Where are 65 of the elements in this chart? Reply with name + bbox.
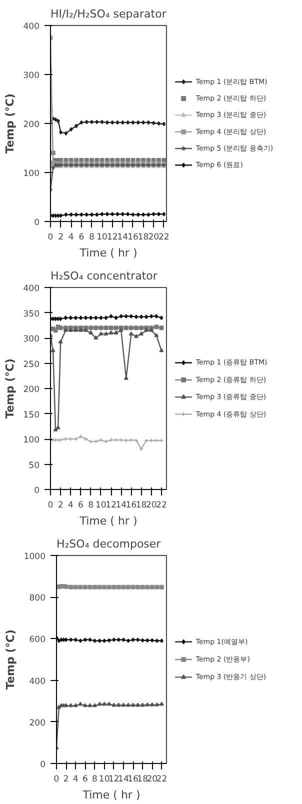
x-tick-label: 16 bbox=[126, 500, 137, 510]
x-tick-label: 8 bbox=[89, 232, 94, 242]
x-tick-label: 12 bbox=[106, 232, 118, 242]
x-tick-label: 14 bbox=[118, 774, 129, 784]
y-tick-label: 400 bbox=[23, 22, 40, 32]
x-tick-label: 6 bbox=[78, 232, 84, 242]
y-tick-label: 800 bbox=[29, 594, 46, 604]
chart-title: HI/I₂/H₂SO₄ separator bbox=[50, 8, 167, 20]
x-tick-label: 10 bbox=[96, 500, 106, 510]
x-tick-label: 4 bbox=[68, 232, 74, 242]
x-tick-label: 16 bbox=[128, 774, 138, 784]
x-tick-label: 4 bbox=[68, 500, 74, 510]
x-tick-label: 2 bbox=[63, 774, 69, 784]
x-axis-title: Time ( hr ) bbox=[78, 514, 138, 528]
x-tick-label: 0 bbox=[48, 232, 54, 242]
y-tick-label: 50 bbox=[28, 460, 40, 471]
y-tick-label: 0 bbox=[34, 486, 40, 496]
x-tick-label: 12 bbox=[106, 500, 116, 510]
chart-title: H₂SO₄ concentrator bbox=[50, 270, 158, 282]
x-tick-label: 10 bbox=[98, 774, 110, 784]
y-tick-label: 150 bbox=[23, 410, 40, 420]
x-tick-label: 12 bbox=[108, 774, 120, 784]
x-tick-label: 6 bbox=[78, 500, 84, 510]
x-tick-label: 22 bbox=[156, 774, 168, 784]
y-tick-label: 100 bbox=[23, 436, 40, 446]
y-tick-label: 600 bbox=[29, 635, 46, 646]
x-tick-label: 14 bbox=[116, 500, 127, 510]
x-tick-label: 0 bbox=[48, 500, 54, 510]
x-tick-label: 20 bbox=[146, 500, 157, 510]
y-tick-label: 100 bbox=[23, 169, 40, 179]
y-tick-label: 200 bbox=[29, 718, 46, 728]
y-tick-label: 300 bbox=[23, 334, 40, 344]
x-tick-label: 2 bbox=[58, 500, 64, 510]
y-tick-label: 0 bbox=[40, 760, 46, 770]
x-tick-label: 18 bbox=[137, 774, 148, 784]
x-tick-label: 8 bbox=[92, 774, 98, 784]
y-tick-label: 400 bbox=[23, 284, 40, 294]
x-tick-label: 16 bbox=[128, 232, 138, 242]
x-tick-label: 0 bbox=[54, 774, 60, 784]
x-tick-label: 10 bbox=[96, 232, 108, 242]
x-tick-label: 18 bbox=[136, 500, 147, 510]
x-tick-label: 8 bbox=[88, 500, 94, 510]
x-tick-label: 22 bbox=[158, 232, 170, 242]
y-axis-title: Temp (℃) bbox=[3, 93, 16, 154]
y-tick-label: 0 bbox=[34, 218, 40, 228]
x-tick-label: 22 bbox=[156, 500, 167, 510]
y-tick-label: 200 bbox=[23, 385, 40, 395]
x-tick-label: 18 bbox=[138, 232, 149, 242]
y-tick-label: 250 bbox=[23, 360, 40, 370]
x-tick-label: 6 bbox=[82, 774, 88, 784]
y-tick-label: 1000 bbox=[24, 552, 46, 562]
y-tick-label: 400 bbox=[29, 676, 46, 687]
x-tick-label: 14 bbox=[117, 232, 128, 242]
x-tick-label: 4 bbox=[72, 774, 78, 784]
y-axis-title: Temp (℃) bbox=[4, 629, 17, 690]
x-tick-label: 2 bbox=[58, 232, 64, 242]
x-axis-title: Time ( hr ) bbox=[82, 788, 140, 802]
x-axis-title: Time ( hr ) bbox=[78, 246, 138, 260]
y-tick-label: 200 bbox=[23, 120, 40, 130]
y-axis-title: Temp (℃) bbox=[3, 358, 16, 419]
x-tick-label: 20 bbox=[148, 232, 160, 242]
y-tick-label: 300 bbox=[23, 71, 40, 81]
chart-title: H₂SO₄ decomposer bbox=[56, 538, 162, 550]
x-tick-label: 20 bbox=[146, 774, 158, 784]
y-tick-label: 350 bbox=[23, 309, 40, 320]
